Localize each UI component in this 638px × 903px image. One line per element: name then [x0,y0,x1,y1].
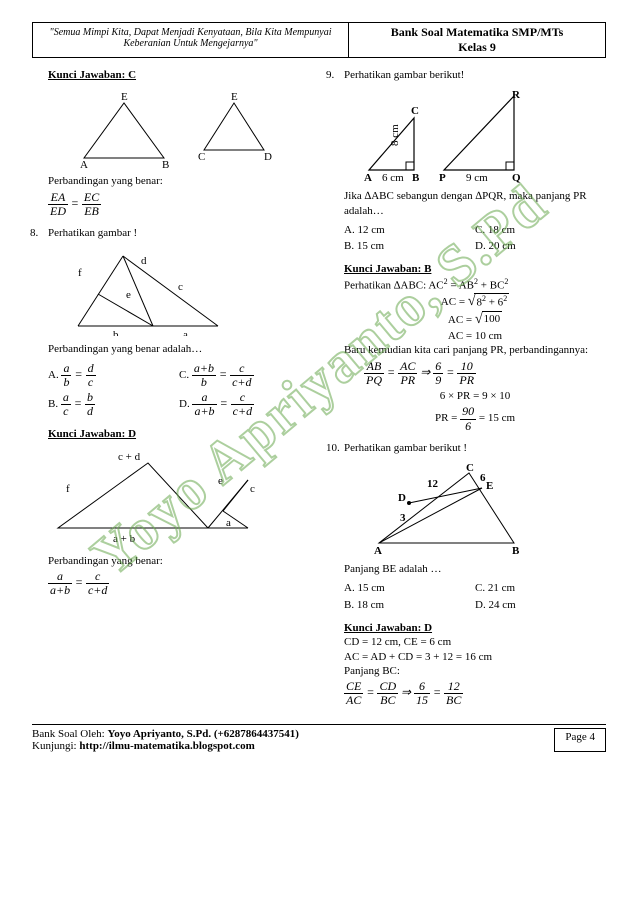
header-quote: "Semua Mimpi Kita, Dapat Menjadi Kenyata… [33,23,349,57]
cmp8-label: Perbandingan yang benar: [48,554,310,568]
svg-text:c: c [178,281,183,293]
q9-number: 9. [326,68,334,82]
figure-10: A B C D E 6 12 3 [364,461,544,556]
sol9-line1: Perhatikan ∆ABC: AC2 = AB2 + BC2 [344,277,606,293]
header-title-2: Kelas 9 [353,40,601,55]
page-number: Page 4 [554,728,606,752]
sol9-eq1: ABPQ = ACPR ⇒ 69 = 10PR [344,360,606,387]
answer-key-8: Kunci Jawaban: D [48,427,310,441]
svg-text:B: B [412,172,420,183]
footer: Bank Soal Oleh: Yoyo Apriyanto, S.Pd. (+… [32,724,606,752]
svg-text:E: E [121,91,128,103]
svg-text:R: R [512,89,521,101]
header: "Semua Mimpi Kita, Dapat Menjadi Kenyata… [32,22,606,58]
q9-body: Jika ∆ABC sebangun dengan ∆PQR, maka pan… [344,189,606,218]
svg-text:C: C [411,105,419,117]
answer-key-9: Kunci Jawaban: B [344,262,606,276]
sol9-line7: PR = 906 = 15 cm [344,405,606,432]
svg-text:A: A [364,172,372,183]
cmp7-label: Perbandingan yang benar: [48,174,310,188]
svg-text:e: e [218,475,223,487]
q9-text: Perhatikan gambar berikut! [344,68,606,82]
q10-text: Perhatikan gambar berikut ! [344,441,606,455]
cmp8-equation: aa+b = cc+d [48,570,310,597]
svg-text:f: f [66,483,70,495]
sol9-line6: 6 × PR = 9 × 10 [344,389,606,403]
svg-text:e: e [126,289,131,301]
right-column: 9. Perhatikan gambar berikut! A B C 6 cm… [328,68,606,716]
sol9-line3: AC = 100 [344,311,606,329]
sol10-l1: CD = 12 cm, CE = 6 cm [344,635,606,649]
header-title: Bank Soal Matematika SMP/MTs Kelas 9 [349,23,605,57]
sol10-l3: Panjang BC: [344,664,606,678]
svg-text:B: B [162,159,169,168]
cmp7-equation: EAED = ECEB [48,191,310,218]
q10-options: A. 15 cmC. 21 cm B. 18 cmD. 24 cm [344,580,606,613]
svg-text:d: d [141,255,147,267]
q9-options: A. 12 cmC. 18 cm B. 15 cmD. 20 cm [344,222,606,255]
svg-text:D: D [398,492,406,504]
sol9-line5: Baru kemudian kita cari panjang PR, perb… [344,343,606,357]
sol9-line2: AC = 82 + 62 [344,293,606,311]
answer-key-7: Kunci Jawaban: C [48,68,310,82]
svg-text:P: P [439,172,446,183]
figure-8: a b c d e f [68,246,228,336]
answer-key-10: Kunci Jawaban: D [344,621,606,635]
q8-options: A. ab = dc C. a+bb = cc+d B. ac = bd D. [48,361,310,420]
svg-text:C: C [198,151,205,163]
svg-text:6: 6 [480,472,486,484]
svg-text:D: D [264,151,272,163]
svg-text:E: E [486,480,493,492]
svg-text:E: E [231,91,238,103]
svg-text:c + d: c + d [118,451,141,463]
svg-text:c: c [250,483,255,495]
q8-text: Perhatikan gambar ! [48,226,310,240]
footer-left: Bank Soal Oleh: Yoyo Apriyanto, S.Pd. (+… [32,728,299,752]
q8-number: 8. [30,226,38,240]
svg-text:12: 12 [427,478,439,490]
svg-text:a: a [183,329,188,336]
page: Yoyo Apriyanto, S.Pd "Semua Mimpi Kita, … [0,0,638,762]
left-column: Kunci Jawaban: C A B E C D E Perbandinga… [32,68,310,716]
svg-text:A: A [374,545,382,556]
svg-text:f: f [78,267,82,279]
svg-text:3: 3 [400,512,406,524]
content-columns: Kunci Jawaban: C A B E C D E Perbandinga… [32,68,606,716]
svg-text:a: a [226,517,231,529]
svg-text:B: B [512,545,520,556]
svg-text:Q: Q [512,172,521,183]
q8-prompt: Perbandingan yang benar adalah… [48,342,310,356]
svg-text:6 cm: 6 cm [382,172,404,183]
svg-text:C: C [466,462,474,474]
sol9-line4: AC = 10 cm [344,329,606,343]
svg-text:8 cm: 8 cm [389,124,401,146]
sol10-l2: AC = AD + CD = 3 + 12 = 16 cm [344,650,606,664]
header-title-1: Bank Soal Matematika SMP/MTs [353,25,601,40]
svg-text:a + b: a + b [113,533,136,545]
svg-text:9 cm: 9 cm [466,172,488,183]
svg-text:A: A [80,159,88,168]
figure-7: A B E C D E [64,88,294,168]
svg-text:b: b [113,329,119,336]
figure-9: A B C 6 cm 8 cm P Q R 9 cm [354,88,574,183]
figure-8b: c + d a + b f e c a [48,448,268,548]
sol10-eq: CEAC = CDBC ⇒ 615 = 12BC [344,680,606,707]
q10-prompt: Panjang BE adalah … [344,562,606,576]
q10-number: 10. [326,441,340,455]
